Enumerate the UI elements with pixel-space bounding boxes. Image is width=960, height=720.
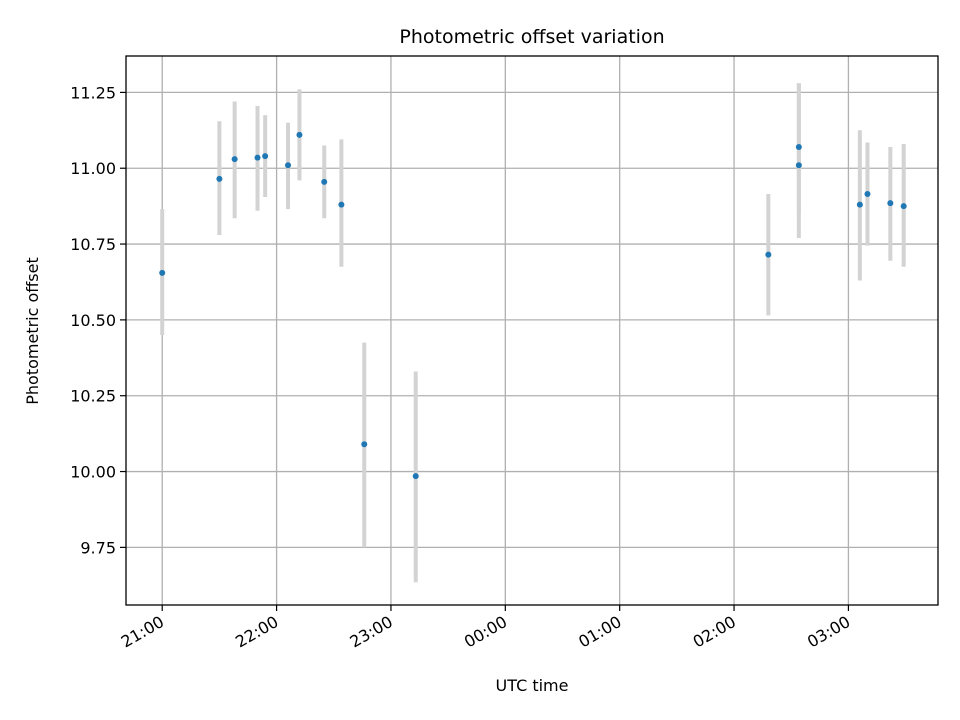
data-point <box>887 200 894 207</box>
data-point <box>795 162 802 169</box>
data-points <box>159 131 907 480</box>
data-point <box>231 156 238 163</box>
data-point <box>262 153 269 160</box>
data-point <box>321 178 328 185</box>
x-axis-ticks: 21:00 22:00 23:00 00:00 01:00 02:00 03:00 <box>118 605 853 652</box>
data-point <box>216 175 223 182</box>
y-axis-label: Photometric offset <box>23 257 42 405</box>
x-tick-label: 01:00 <box>575 612 624 652</box>
y-tick-label: 11.25 <box>70 83 116 102</box>
data-point <box>864 191 871 198</box>
gridlines <box>126 56 938 605</box>
x-tick-label: 23:00 <box>347 612 396 652</box>
x-axis-label: UTC time <box>496 676 569 695</box>
data-point <box>338 201 345 208</box>
data-point <box>285 162 292 169</box>
data-point <box>795 143 802 150</box>
data-point <box>900 203 907 210</box>
data-point <box>159 269 166 276</box>
chart-title: Photometric offset variation <box>399 26 664 48</box>
y-tick-label: 10.50 <box>70 311 116 330</box>
x-tick-label: 00:00 <box>461 612 510 652</box>
y-tick-label: 9.75 <box>80 538 116 557</box>
y-tick-label: 10.75 <box>70 235 116 254</box>
y-tick-label: 10.00 <box>70 463 116 482</box>
errorbars <box>160 83 906 583</box>
x-tick-label: 02:00 <box>690 612 739 652</box>
plot-frame <box>125 55 939 606</box>
data-point <box>412 473 419 480</box>
y-tick-label: 11.00 <box>70 159 116 178</box>
x-tick-label: 03:00 <box>804 612 853 652</box>
data-point <box>765 251 772 258</box>
data-point <box>296 131 303 138</box>
x-tick-label: 22:00 <box>232 612 281 652</box>
x-tick-label: 21:00 <box>118 612 167 652</box>
data-point <box>254 154 261 161</box>
data-point <box>361 441 368 448</box>
data-point <box>856 201 863 208</box>
y-axis-ticks: 9.75 10.00 10.25 10.50 10.75 11.00 11.25 <box>70 83 126 557</box>
y-tick-label: 10.25 <box>70 387 116 406</box>
